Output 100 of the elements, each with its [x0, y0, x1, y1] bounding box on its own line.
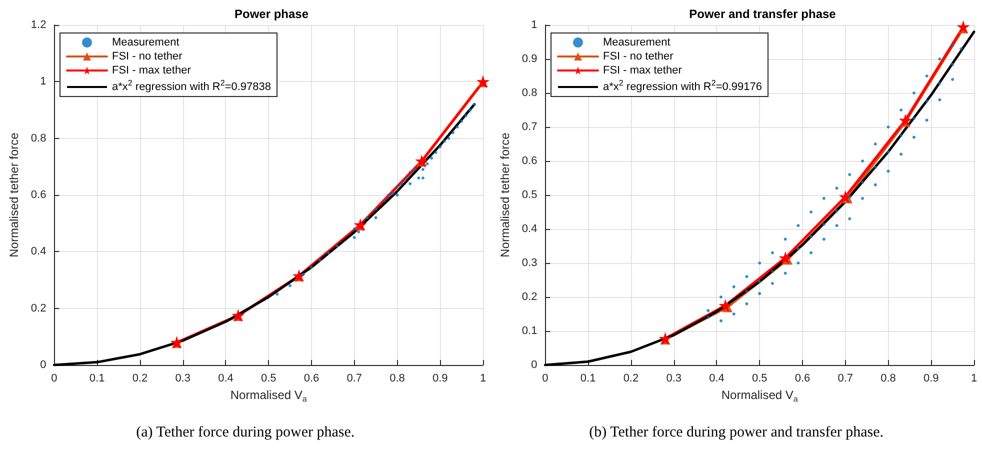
y-tick-label: 0.1: [522, 325, 538, 337]
x-tick-label: 0.6: [794, 372, 810, 384]
y-tick-label: 0: [531, 359, 538, 371]
point: [658, 332, 672, 345]
point: [408, 170, 412, 174]
point: [288, 284, 292, 288]
point: [796, 248, 800, 251]
point: [874, 166, 877, 169]
point: [374, 208, 378, 211]
point: [770, 282, 774, 285]
point: [861, 196, 864, 200]
point: [732, 312, 736, 316]
point: [770, 251, 774, 254]
point: [460, 120, 464, 123]
point: [778, 251, 792, 264]
x-tick-label: 0.7: [346, 372, 362, 384]
point: [391, 192, 394, 196]
point: [874, 142, 877, 146]
point: [835, 224, 838, 228]
legend-label: FSI - no tether: [112, 50, 183, 62]
point: [310, 266, 313, 269]
point: [327, 252, 330, 255]
point: [387, 194, 390, 196]
y-tick-label: 0.8: [30, 132, 46, 144]
point: [472, 102, 476, 106]
point: [382, 199, 386, 202]
x-tick-label: 0.4: [218, 372, 234, 384]
x-tick-label: 0.1: [89, 372, 105, 384]
point: [898, 114, 912, 127]
y-tick-label: 1: [40, 76, 46, 88]
point: [874, 183, 877, 186]
legend-label: FSI - no tether: [603, 50, 674, 62]
point: [822, 222, 826, 226]
point: [447, 136, 450, 140]
point: [706, 316, 710, 319]
point: [848, 217, 852, 220]
point: [912, 136, 916, 139]
point: [835, 186, 838, 190]
point: [720, 296, 723, 298]
point: [900, 108, 903, 112]
x-tick-label: 0.8: [880, 372, 896, 384]
point: [421, 176, 424, 180]
point: [810, 235, 813, 238]
point: [417, 176, 420, 180]
chart-title: Power phase: [234, 7, 309, 21]
y-tick-label: 0: [40, 359, 46, 371]
x-tick-label: 0.3: [175, 372, 190, 384]
point: [745, 290, 748, 294]
point: [956, 20, 970, 34]
point: [434, 151, 438, 154]
point: [796, 262, 800, 264]
x-tick-label: 1: [970, 372, 978, 384]
point: [456, 126, 459, 128]
point: [301, 272, 304, 276]
point: [706, 309, 710, 312]
x-tick-label: 0.9: [432, 372, 448, 384]
x-tick-label: 0.8: [390, 372, 405, 384]
point: [430, 156, 434, 160]
point: [951, 62, 954, 66]
point: [835, 209, 838, 212]
point: [784, 238, 787, 241]
x-tick-label: 0.7: [838, 372, 854, 384]
point: [758, 292, 762, 296]
point: [951, 78, 954, 81]
point: [276, 292, 279, 296]
point: [758, 280, 762, 284]
legend-label: FSI - max tether: [112, 64, 192, 76]
point: [861, 180, 864, 184]
point: [886, 150, 890, 154]
point: [938, 82, 942, 85]
point: [796, 224, 800, 228]
y-tick-label: 0.4: [30, 246, 46, 258]
x-tick-label: 0: [51, 372, 58, 384]
point: [357, 230, 360, 234]
point: [421, 168, 424, 171]
x-tick-label: 0.5: [752, 372, 768, 384]
point: [900, 134, 903, 137]
y-tick-label: 0.6: [522, 155, 538, 167]
x-tick-label: 0.3: [666, 372, 682, 384]
point: [938, 98, 942, 102]
point: [886, 170, 890, 173]
point: [318, 258, 322, 262]
y-axis-title: Normalised tether force: [7, 132, 21, 258]
x-tick-label: 0: [542, 372, 548, 384]
point: [861, 160, 864, 162]
y-tick-label: 0.3: [522, 257, 538, 269]
point: [925, 74, 928, 78]
y-tick-label: 0.5: [522, 189, 538, 201]
x-tick-label: 0.9: [923, 372, 939, 384]
y-tick-label: 0.2: [522, 291, 538, 303]
point: [464, 114, 468, 118]
point: [810, 210, 813, 214]
point: [758, 262, 762, 264]
point: [468, 108, 472, 112]
y-tick-label: 0.9: [522, 53, 538, 65]
point: [925, 118, 928, 122]
legend-label: Measurement: [112, 36, 180, 48]
point: [442, 140, 446, 143]
point: [770, 270, 774, 273]
y-tick-label: 0.6: [30, 189, 46, 201]
